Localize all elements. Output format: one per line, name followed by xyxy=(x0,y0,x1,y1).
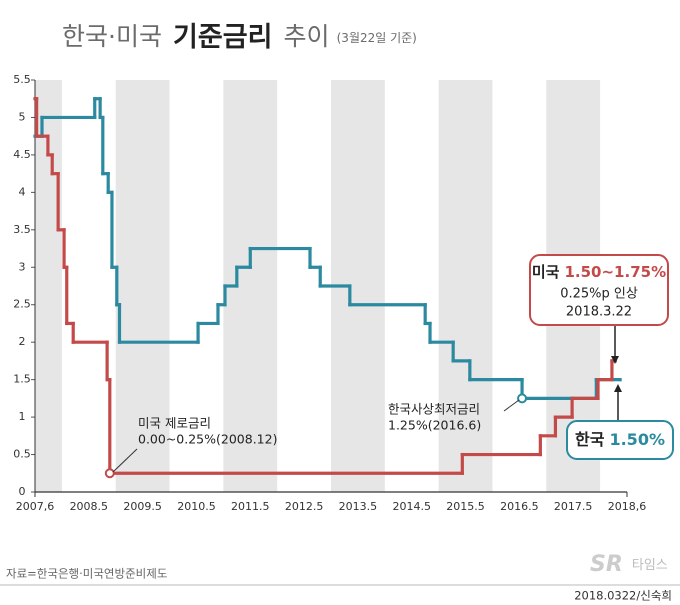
annotation: 0.00~0.25%(2008.12) xyxy=(138,432,277,447)
annotation: 1.25%(2016.6) xyxy=(388,418,481,433)
arrow-head xyxy=(614,384,622,392)
callout-line: 2018.3.22 xyxy=(566,305,632,320)
callout-box xyxy=(566,420,674,460)
y-tick-label: 0 xyxy=(19,485,26,498)
x-tick-label: 2015.5 xyxy=(446,500,485,513)
year-band xyxy=(169,80,224,492)
x-tick-label: 2013.5 xyxy=(339,500,378,513)
y-tick-label: 1.5 xyxy=(13,373,31,386)
x-tick-label: 2009.5 xyxy=(123,500,162,513)
y-tick-label: 2.5 xyxy=(13,298,31,311)
y-tick-label: 0.5 xyxy=(13,448,31,461)
callout-title: 미국 1.50~1.75% xyxy=(532,263,666,281)
callout-line: 0.25%p 인상 xyxy=(560,287,638,302)
arrow-head xyxy=(611,356,619,364)
series-line xyxy=(33,97,622,400)
y-tick-label: 3.5 xyxy=(13,223,31,236)
callout-rate: 1.50% xyxy=(609,430,665,449)
x-tick-label: 2014.5 xyxy=(392,500,431,513)
x-tick-label: 2012.5 xyxy=(285,500,324,513)
x-tick-label: 2010.5 xyxy=(177,500,216,513)
logo: SR 타임스 xyxy=(590,552,668,577)
y-tick-label: 2 xyxy=(19,335,26,348)
year-band xyxy=(61,80,116,492)
callout-box xyxy=(529,254,669,326)
x-tick-label: 2016.5 xyxy=(500,500,539,513)
source: 자료=한국은행·미국연방준비제도 xyxy=(6,567,167,581)
subtitle: (3월22일 기준) xyxy=(337,31,417,45)
point-marker xyxy=(104,468,115,479)
x-tick-label: 2011.5 xyxy=(231,500,270,513)
logo-mark: SR xyxy=(590,552,623,577)
y-tick-label: 4.5 xyxy=(13,148,31,161)
x-tick-label: 2017.5 xyxy=(554,500,593,513)
x-tick-label: 2008.5 xyxy=(70,500,109,513)
x-tick-label: 2018,6 xyxy=(608,500,647,513)
callout-title: 한국 1.50% xyxy=(575,430,665,449)
callout-rate: 1.50~1.75% xyxy=(564,263,666,281)
title-part: 한국·미국 xyxy=(62,22,162,51)
annotation: 미국 제로금리 xyxy=(138,416,211,431)
title-part: 기준금리 xyxy=(173,22,272,53)
x-tick-label: 2007,6 xyxy=(16,500,55,513)
leader-line xyxy=(112,448,138,473)
series-line xyxy=(33,97,617,475)
annotation: 한국사상최저금리 xyxy=(388,402,480,417)
y-tick-label: 4 xyxy=(19,185,26,198)
callout-label: 미국 xyxy=(532,263,560,281)
chart-title: 한국·미국 기준금리 추이 (3월22일 기준) xyxy=(62,22,417,53)
year-band xyxy=(384,80,439,492)
point-marker xyxy=(517,393,528,404)
leader-line xyxy=(503,399,520,412)
title-part: 추이 xyxy=(284,22,330,51)
y-tick-label: 5 xyxy=(19,110,26,123)
y-tick-label: 3 xyxy=(19,260,26,273)
plot-area: 0 0.5 1 1.5 2 2.5 3 3.5 4 4.5 5 5.5 2007,6 2008.5 2009… xyxy=(13,73,674,513)
logo-text: 타임스 xyxy=(632,558,668,573)
callout-label: 한국 xyxy=(575,430,605,449)
y-tick-label: 5.5 xyxy=(13,73,31,86)
y-tick-label: 1 xyxy=(19,410,26,423)
credit: 2018.0322/신숙희 xyxy=(574,589,672,603)
